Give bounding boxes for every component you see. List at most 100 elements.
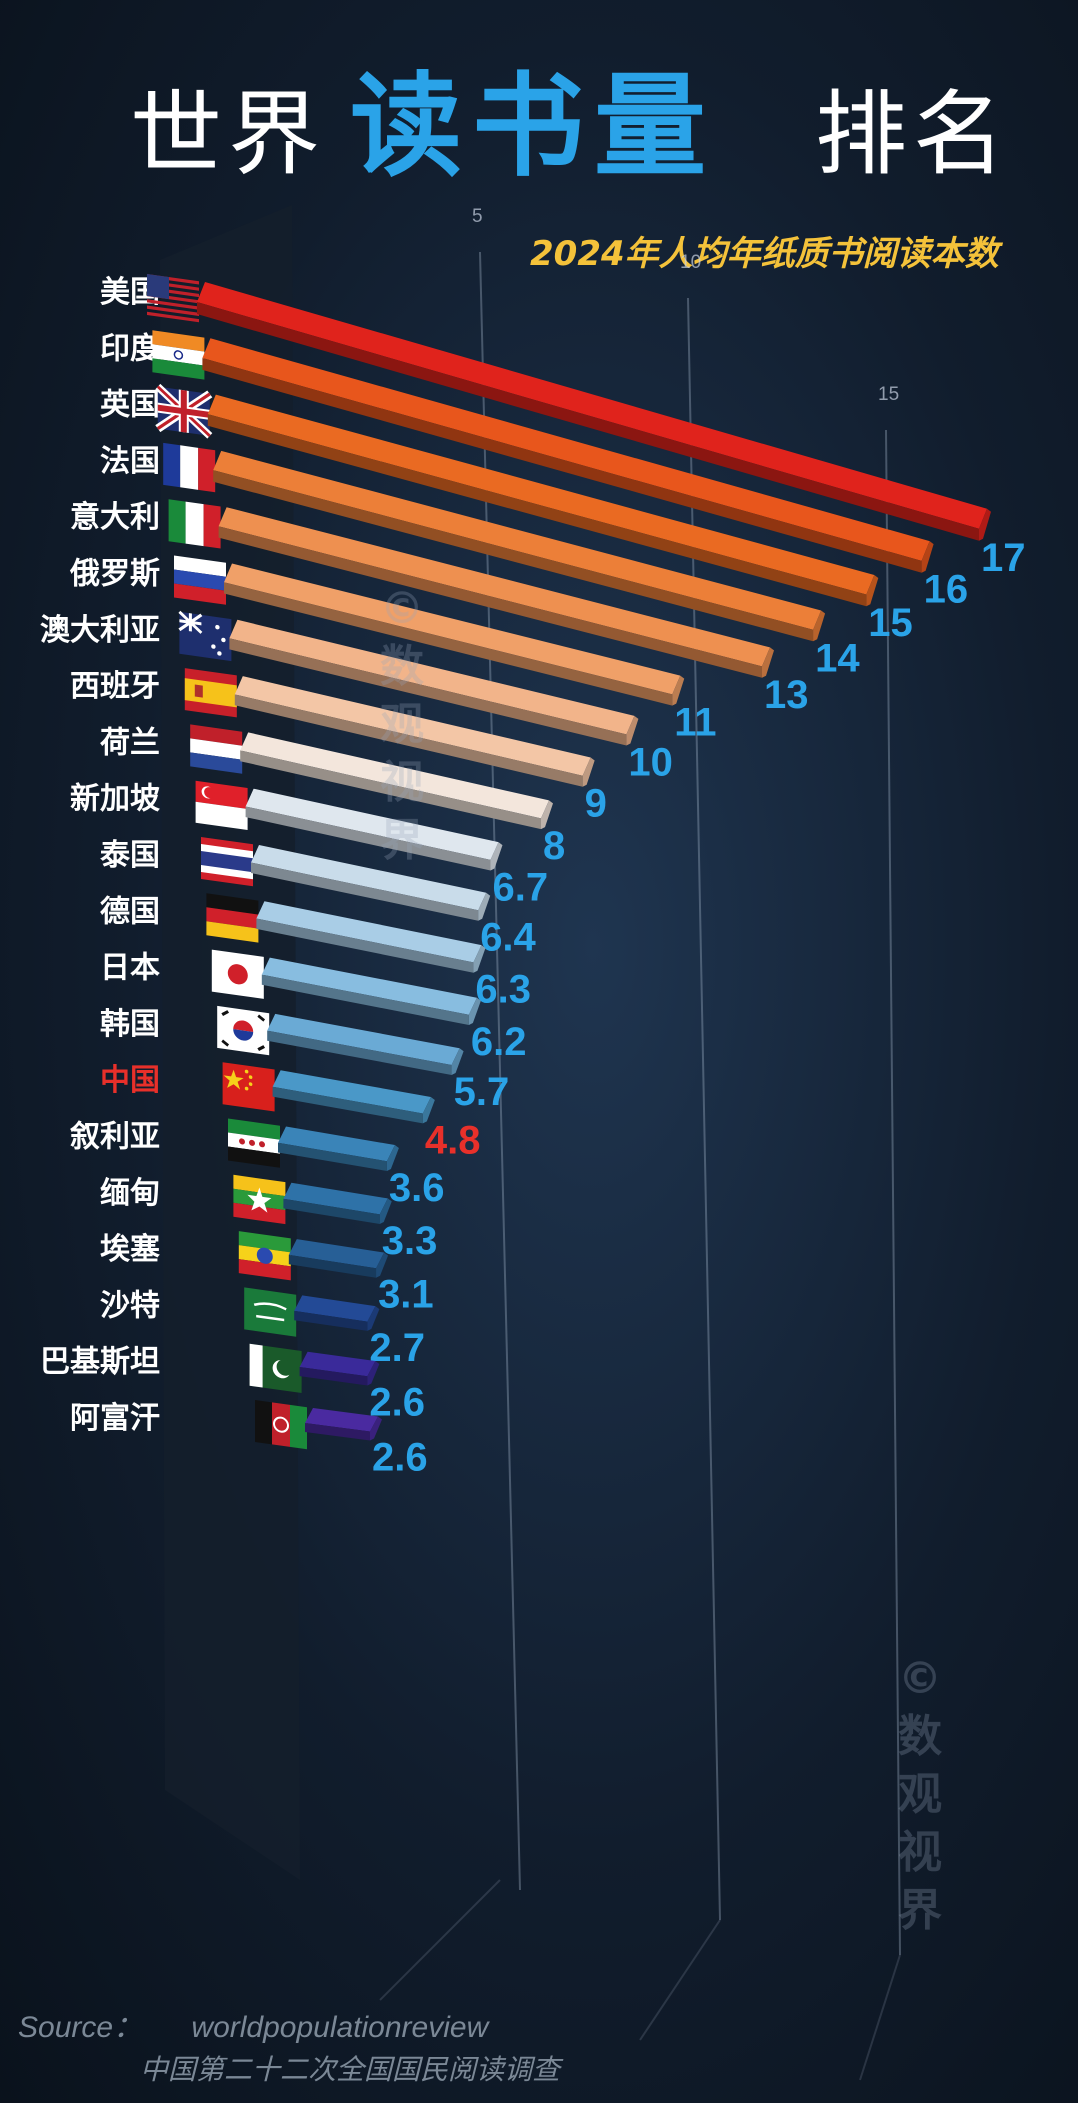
category-label: 荷兰 [100,725,160,760]
us-flag-icon [147,274,199,323]
floor-line [639,1919,721,2041]
bar [218,507,774,678]
gridline-10 [687,297,721,1921]
x-tick-label: 15 [878,384,899,405]
value-label: 13 [764,673,809,717]
watermark-lower-symbol: © [898,1653,942,1704]
value-label: 6.2 [471,1020,527,1064]
value-label: 14 [815,636,860,680]
category-label: 日本 [100,951,160,986]
bar [294,1295,380,1331]
value-label: 2.6 [372,1435,428,1479]
bar [299,1351,380,1386]
china-flag-icon [222,1062,275,1112]
bar [305,1408,382,1441]
watermark-lower-text-3: 视 [898,1827,942,1878]
value-label: 6.4 [480,916,536,960]
thailand-flag-icon [201,837,253,887]
watermark-lower: © 数 观 视 界 [890,1650,950,1940]
uk-flag-icon [155,383,213,439]
france-flag-icon [163,442,216,493]
syria-flag-icon [228,1118,280,1168]
watermark-text-2: 观 [380,699,424,750]
bar [245,788,503,871]
title-part-2: 排名 [815,81,1012,188]
chart-subtitle: 2024年人均年纸质书阅读本数 [530,234,999,274]
floor-line [379,1879,501,2001]
australia-flag-icon [178,610,232,662]
india-flag-icon [152,330,205,380]
source-site: worldpopulationreview [191,2011,489,2044]
category-label: 俄罗斯 [69,557,160,592]
bar [251,845,491,921]
afghanistan-flag-icon [255,1400,307,1450]
value-label: 17 [981,536,1026,580]
watermark-lower-text-1: 数 [898,1711,942,1762]
korea-flag-icon [217,1005,270,1056]
bar [256,901,486,973]
category-label: 埃塞 [100,1232,160,1267]
singapore-flag-icon [195,780,248,831]
category-label: 德国 [100,894,160,929]
bar [272,1070,435,1124]
category-label: 泰国 [100,838,160,873]
bar [278,1126,399,1172]
value-label: 16 [924,568,969,612]
value-label: 11 [674,701,716,745]
x-tick-label: 5 [472,206,483,227]
bar [288,1239,389,1278]
watermark-lower-text-4: 界 [898,1885,942,1936]
value-label: 6.7 [492,865,548,909]
floor-line [859,1954,901,2081]
bar [240,732,553,830]
source-line: Source： worldpopulationreview [18,2002,488,2046]
value-label: 5.7 [454,1070,510,1114]
category-label: 法国 [100,444,160,479]
category-label: 印度 [100,331,160,366]
watermark-lower-text-2: 观 [898,1769,942,1820]
bar [229,619,639,746]
category-label: 叙利亚 [70,1120,160,1155]
source-note: 中国第二十二次全国国民阅读调查 [140,2053,561,2086]
category-label: 西班牙 [70,669,160,704]
bar [267,1013,464,1075]
japan-flag-icon [211,949,264,999]
value-label: 4.8 [425,1118,481,1162]
value-label: 6.3 [475,968,531,1012]
bar [213,450,826,642]
watermark-text-4: 界 [380,815,424,866]
value-label: 10 [628,740,673,784]
russia-flag-icon [174,555,226,605]
watermark-text-3: 视 [380,757,424,808]
x-tick-label: 10 [680,252,701,273]
value-label: 15 [868,601,913,645]
category-label: 巴基斯坦 [40,1345,160,1380]
ethiopia-flag-icon [238,1231,291,1281]
bar [207,394,879,607]
category-label: 沙特 [100,1288,160,1323]
category-label: 新加坡 [70,782,160,817]
chart-title: 世界 读书量 排名 [0,60,1078,210]
category-label: 意大利 [70,500,160,535]
bar [197,282,991,541]
value-label: 2.7 [369,1326,425,1370]
value-label: 9 [585,782,607,826]
category-label: 韩国 [100,1007,160,1042]
bar [261,957,481,1025]
value-label: 3.3 [382,1219,438,1263]
spain-flag-icon [184,668,237,718]
source-label: Source： [18,2011,144,2044]
germany-flag-icon [206,893,259,943]
title-highlight: 读书量 [350,62,716,192]
value-label: 3.1 [378,1273,434,1317]
gridline-15 [885,429,901,1956]
italy-flag-icon [168,499,221,549]
category-label: 缅甸 [100,1176,160,1211]
category-label: 澳大利亚 [40,613,160,648]
bar [234,676,595,787]
bar [224,563,685,706]
bar [202,338,934,573]
title-part-1: 世界 [130,81,327,188]
watermark: © 数 观 视 界 [372,580,432,870]
